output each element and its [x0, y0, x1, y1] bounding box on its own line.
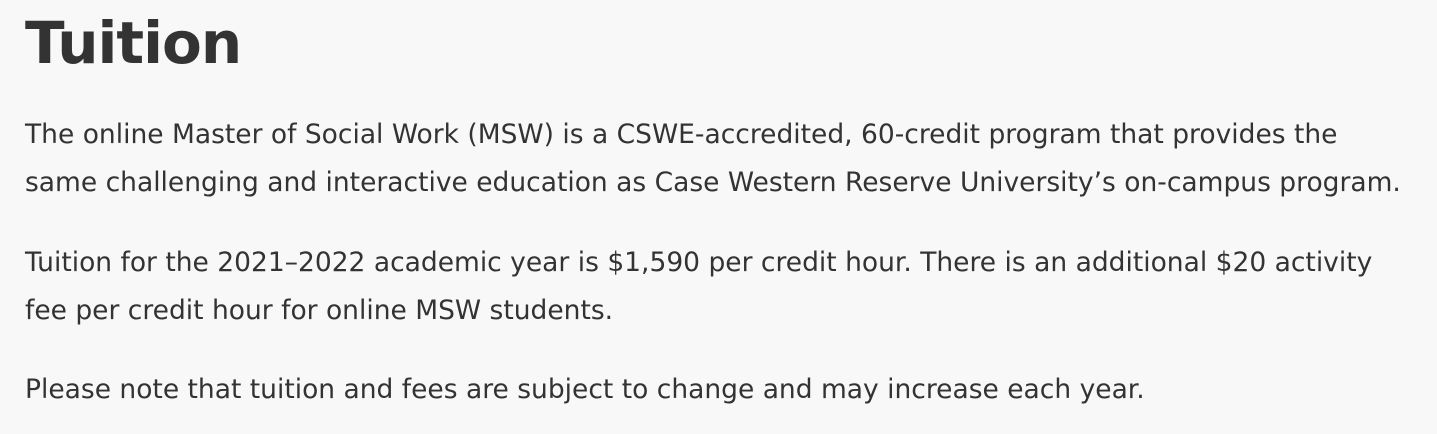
tuition-change-notice-paragraph: Please note that tuition and fees are su… — [25, 366, 1417, 414]
page-title: Tuition — [25, 9, 242, 77]
tuition-cost-paragraph: Tuition for the 2021–2022 academic year … — [25, 239, 1417, 335]
paragraph-line: same challenging and interactive educati… — [25, 167, 1401, 198]
paragraph-line: Tuition for the 2021–2022 academic year … — [25, 247, 1373, 278]
paragraph-line: fee per credit hour for online MSW stude… — [25, 295, 614, 326]
paragraph-line: Please note that tuition and fees are su… — [25, 374, 1145, 405]
program-description-paragraph: The online Master of Social Work (MSW) i… — [25, 111, 1417, 207]
paragraph-line: The online Master of Social Work (MSW) i… — [25, 119, 1338, 150]
